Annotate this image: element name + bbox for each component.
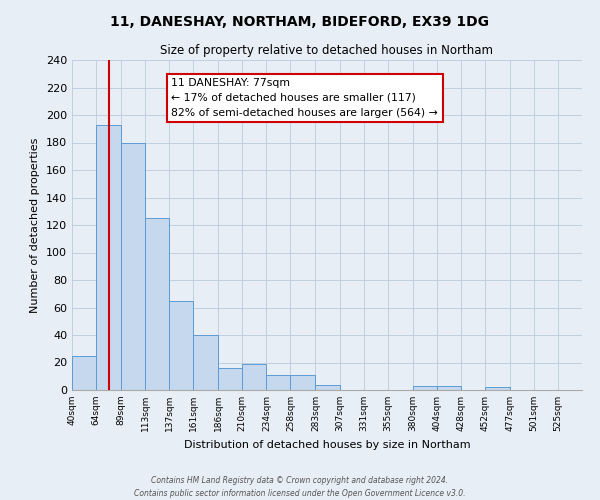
Bar (169, 300, 193, 390)
Bar (121, 142, 145, 390)
Text: Contains HM Land Registry data © Crown copyright and database right 2024.
Contai: Contains HM Land Registry data © Crown c… (134, 476, 466, 498)
Bar (437, 386, 461, 390)
Bar (72, 356, 96, 390)
Bar (413, 386, 437, 390)
Text: 11 DANESHAY: 77sqm
← 17% of detached houses are smaller (117)
82% of semi-detach: 11 DANESHAY: 77sqm ← 17% of detached hou… (172, 78, 438, 118)
Bar (242, 364, 266, 390)
Text: 11, DANESHAY, NORTHAM, BIDEFORD, EX39 1DG: 11, DANESHAY, NORTHAM, BIDEFORD, EX39 1D… (110, 15, 490, 29)
Bar (96, 124, 121, 390)
Bar (145, 218, 169, 390)
Bar (193, 335, 218, 390)
Title: Size of property relative to detached houses in Northam: Size of property relative to detached ho… (161, 44, 493, 58)
Bar (266, 375, 290, 390)
Y-axis label: Number of detached properties: Number of detached properties (31, 138, 40, 312)
Bar (218, 368, 242, 390)
X-axis label: Distribution of detached houses by size in Northam: Distribution of detached houses by size … (184, 440, 470, 450)
Bar (316, 384, 340, 390)
Bar (290, 375, 316, 390)
Bar (485, 387, 510, 390)
